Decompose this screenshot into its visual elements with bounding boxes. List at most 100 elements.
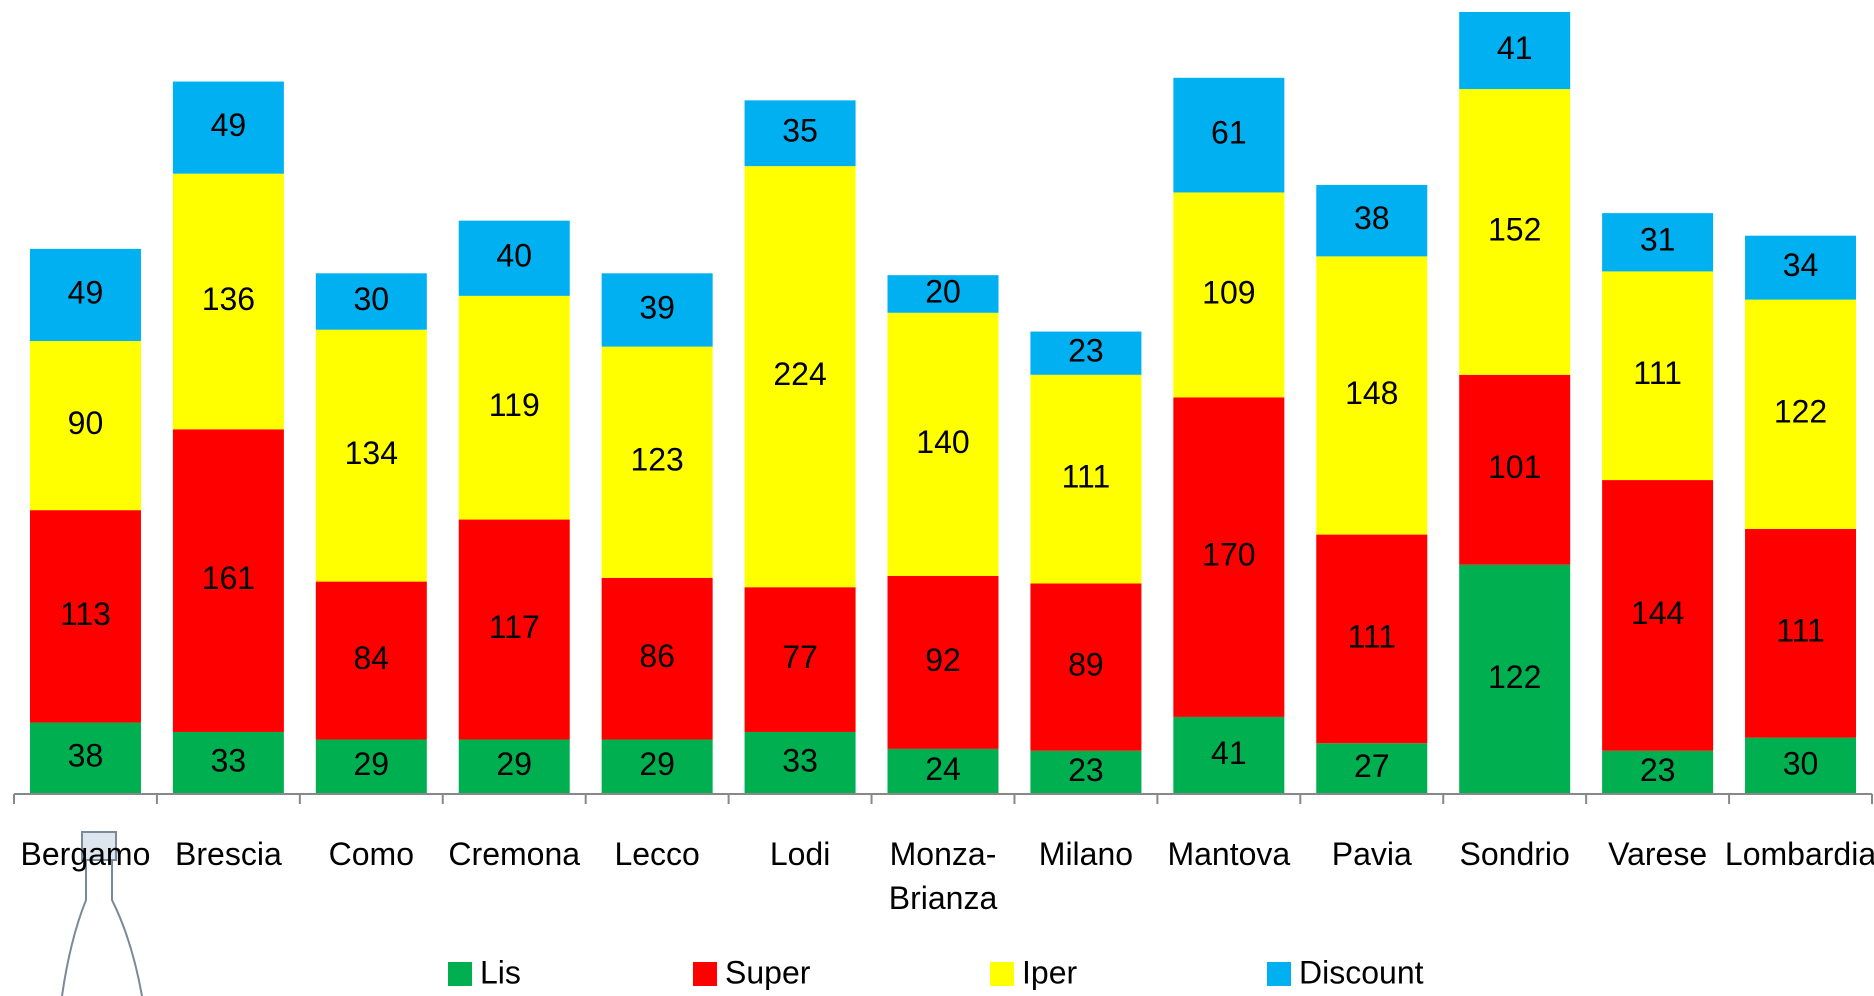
data-label: 111: [1347, 618, 1396, 654]
data-label: 109: [1202, 274, 1255, 310]
bar-segment: [458, 519, 570, 740]
data-label: 39: [639, 289, 675, 325]
bar-segment: [1745, 737, 1857, 794]
data-label: 33: [211, 742, 247, 778]
data-label: 84: [354, 640, 390, 676]
data-label: 224: [773, 356, 826, 392]
legend-label: Super: [725, 954, 811, 990]
bar-segment: [1030, 750, 1142, 794]
data-label: 144: [1631, 595, 1684, 631]
legend-swatch: [693, 962, 717, 986]
bar-segment: [315, 581, 427, 740]
x-tick-label: Lodi: [769, 836, 831, 872]
bar-segment: [601, 273, 713, 347]
data-label: 41: [1497, 30, 1533, 66]
x-tick-label: Como: [328, 836, 414, 872]
bar-segment: [1745, 235, 1857, 300]
bar-segment: [315, 273, 427, 330]
data-label: 20: [925, 273, 961, 309]
bar-segment: [1459, 374, 1571, 565]
data-label: 33: [782, 742, 818, 778]
data-label: 148: [1345, 375, 1398, 411]
bar-segment: [1316, 534, 1428, 744]
x-tick-label: Mantova: [1167, 836, 1291, 872]
bar-segment: [1602, 271, 1714, 481]
bar-segment: [172, 81, 284, 174]
data-label: 23: [1068, 333, 1104, 369]
data-label: 136: [202, 281, 255, 317]
bar-segment: [458, 220, 570, 296]
data-label: 30: [1783, 745, 1819, 781]
bar-segment: [458, 295, 570, 520]
data-label: 27: [1354, 748, 1390, 784]
data-label: 40: [496, 238, 532, 274]
data-label: 134: [345, 435, 398, 471]
data-label: 24: [925, 751, 961, 787]
bar-segment: [887, 275, 999, 313]
data-label: 92: [925, 642, 961, 678]
bar-segment: [887, 575, 999, 749]
bar-segment: [1316, 743, 1428, 794]
bar-segment: [601, 739, 713, 794]
x-tick-label: Lombardia: [1724, 836, 1874, 872]
bottle: [61, 831, 143, 996]
data-label: 34: [1783, 247, 1819, 283]
data-label: 111: [1633, 355, 1682, 391]
bar-segment: [1459, 12, 1571, 90]
legend-label: Discount: [1299, 954, 1424, 990]
data-label: 29: [639, 746, 675, 782]
bar-segment: [29, 722, 141, 794]
data-label: 117: [489, 609, 540, 645]
x-tick-label: Varese: [1608, 836, 1708, 872]
data-label: 111: [1062, 459, 1111, 495]
bar-segment: [458, 739, 570, 794]
data-label: 89: [1068, 647, 1104, 683]
data-label: 101: [1488, 449, 1541, 485]
data-label: 86: [639, 638, 675, 674]
data-label: 140: [916, 424, 969, 460]
data-label: 90: [68, 405, 104, 441]
data-label: 111: [1776, 613, 1825, 649]
bar-segment: [887, 748, 999, 794]
x-tick-label: Monza-Brianza: [888, 836, 998, 916]
x-tick-label: Sondrio: [1459, 836, 1570, 872]
bar-segment: [1173, 192, 1285, 398]
legend-label: Lis: [480, 954, 521, 990]
bar-segment: [744, 100, 856, 167]
bar-segment: [601, 577, 713, 740]
data-label: 49: [211, 107, 247, 143]
bar-segment: [315, 739, 427, 794]
bar-segment: [29, 510, 141, 723]
data-label: 38: [68, 738, 104, 774]
legend-label: Iper: [1022, 954, 1077, 990]
bar-segment: [744, 587, 856, 732]
bar-segment: [601, 346, 713, 578]
x-tick-label: Brescia: [175, 836, 282, 872]
bar-segment: [315, 329, 427, 582]
data-label: 61: [1211, 115, 1247, 151]
legend-swatch: [990, 962, 1014, 986]
data-label: 23: [1068, 752, 1104, 788]
data-label: 30: [354, 281, 390, 317]
bar-segment: [744, 166, 856, 588]
bar-segment: [1459, 89, 1571, 375]
bar-segment: [1745, 528, 1857, 738]
bar-segment: [1602, 750, 1714, 794]
x-tick-label: Pavia: [1331, 836, 1412, 872]
bar-segment: [887, 312, 999, 576]
bar-segment: [1030, 374, 1142, 584]
bar-segment: [1316, 184, 1428, 257]
bar-segment: [1173, 716, 1285, 794]
bar-segment: [172, 731, 284, 794]
bar-segment: [1602, 213, 1714, 272]
bar-segment: [29, 340, 141, 511]
bar-segment: [1602, 480, 1714, 751]
data-label: 113: [60, 596, 111, 632]
data-label: 29: [354, 746, 390, 782]
data-label: 122: [1488, 659, 1541, 695]
data-label: 152: [1488, 211, 1541, 247]
data-label: 161: [202, 560, 255, 596]
data-label: 123: [630, 442, 683, 478]
bar-segment: [1173, 397, 1285, 717]
x-tick-label: Bergamo: [20, 836, 151, 872]
